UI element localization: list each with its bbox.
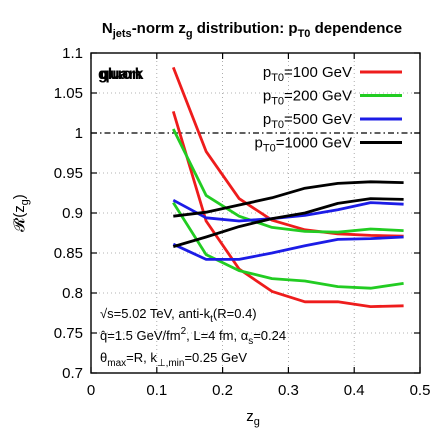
text-run: p [263, 64, 271, 81]
text-run: ⊥,min [157, 358, 185, 369]
text-run: T0 [271, 72, 284, 84]
legend-entry-label: pT0=500 GeV [263, 111, 352, 131]
legend-entry-label: pT0=200 GeV [263, 88, 352, 108]
text-run: s [248, 336, 253, 347]
text-run: =R, k [126, 350, 157, 365]
text-run: , L=4 fm, α [186, 328, 249, 343]
text-run: p [263, 88, 271, 105]
text-run: =1000 GeV [276, 135, 352, 152]
x-axis-label: zg [246, 408, 260, 428]
x-tick-label: 0.2 [212, 382, 233, 399]
x-tick-label: 0.5 [410, 382, 431, 399]
y-tick-label: 0.95 [54, 165, 83, 182]
y-axis-label: 𝓡(zg) [11, 194, 31, 232]
text-run: g [186, 28, 193, 40]
parameter-line: q̂=1.5 GeV/fm2, L=4 fm, αs=0.24 [100, 326, 286, 347]
text-run: T0 [263, 143, 276, 155]
text-run: t [210, 314, 213, 325]
text-run: =500 GeV [284, 111, 352, 128]
text-run: g [19, 199, 31, 205]
grid [91, 53, 420, 373]
axis-ticks: 0 0.1 0.2 0.3 0.4 0.5 0.7 0.75 0.8 0.85 0.9 0.95 1 1.… [54, 45, 431, 399]
series-line [171, 66, 404, 238]
text-run: (R=0.4) [213, 306, 257, 321]
series-line [172, 235, 404, 261]
y-tick-label: 1.1 [62, 45, 83, 62]
x-tick-label: 0.4 [344, 382, 365, 399]
parameter-line: θmax=R, k⊥,min=0.25 GeV [100, 350, 247, 369]
x-tick-label: 0 [87, 382, 95, 399]
text-run: 𝓡(z [11, 205, 28, 232]
text-run: p [255, 135, 263, 152]
series-line [171, 110, 404, 309]
text-run: g [254, 416, 260, 428]
text-run: T0 [271, 119, 284, 131]
text-run: max [107, 358, 126, 369]
text-run: 2 [181, 326, 187, 337]
text-run: T0 [298, 28, 311, 40]
y-tick-label: 1.05 [54, 85, 83, 102]
parameter-annotation: √s=5.02 TeV, anti-kt(R=0.4)q̂=1.5 GeV/fm… [100, 306, 286, 369]
text-run: jets [112, 28, 132, 40]
text-run: z [246, 408, 254, 425]
text-run: =100 GeV [284, 64, 352, 81]
text-run: T0 [271, 96, 284, 108]
text-run: dependence [310, 20, 402, 37]
x-tick-label: 0.1 [146, 382, 167, 399]
y-tick-label: 0.8 [62, 285, 83, 302]
overlay-label-quark: quark [100, 66, 144, 83]
text-run: θ [100, 350, 107, 365]
y-tick-label: 0.9 [62, 205, 83, 222]
text-run: =0.24 [253, 328, 286, 343]
y-tick-label: 0.75 [54, 325, 83, 342]
series-line [172, 201, 404, 290]
text-run: =200 GeV [284, 88, 352, 105]
series-line [172, 197, 404, 248]
y-tick-label: 0.85 [54, 245, 83, 262]
x-tick-label: 0.3 [278, 382, 299, 399]
text-run: =0.25 GeV [184, 350, 247, 365]
chart-title: Njets-norm zg distribution: pT0 dependen… [102, 20, 402, 40]
text-run: -norm z [132, 20, 186, 37]
series-line [173, 180, 404, 218]
text-run: distribution: p [193, 20, 298, 37]
series-line [172, 128, 404, 234]
y-tick-label: 0.7 [62, 365, 83, 382]
parameter-line: √s=5.02 TeV, anti-kt(R=0.4) [100, 306, 257, 325]
text-run: q̂=1.5 GeV/fm [100, 328, 181, 343]
text-run: √s=5.02 TeV, anti-k [100, 306, 211, 321]
text-run: N [102, 20, 113, 37]
overlay-label-gluon: gluon [98, 66, 142, 83]
legend-entry-label: pT0=100 GeV [263, 64, 352, 84]
text-run: ) [11, 194, 28, 199]
series-lines [171, 66, 404, 309]
y-tick-label: 1 [75, 125, 83, 142]
text-run: p [263, 111, 271, 128]
legend-entry-label: pT0=1000 GeV [255, 135, 353, 155]
